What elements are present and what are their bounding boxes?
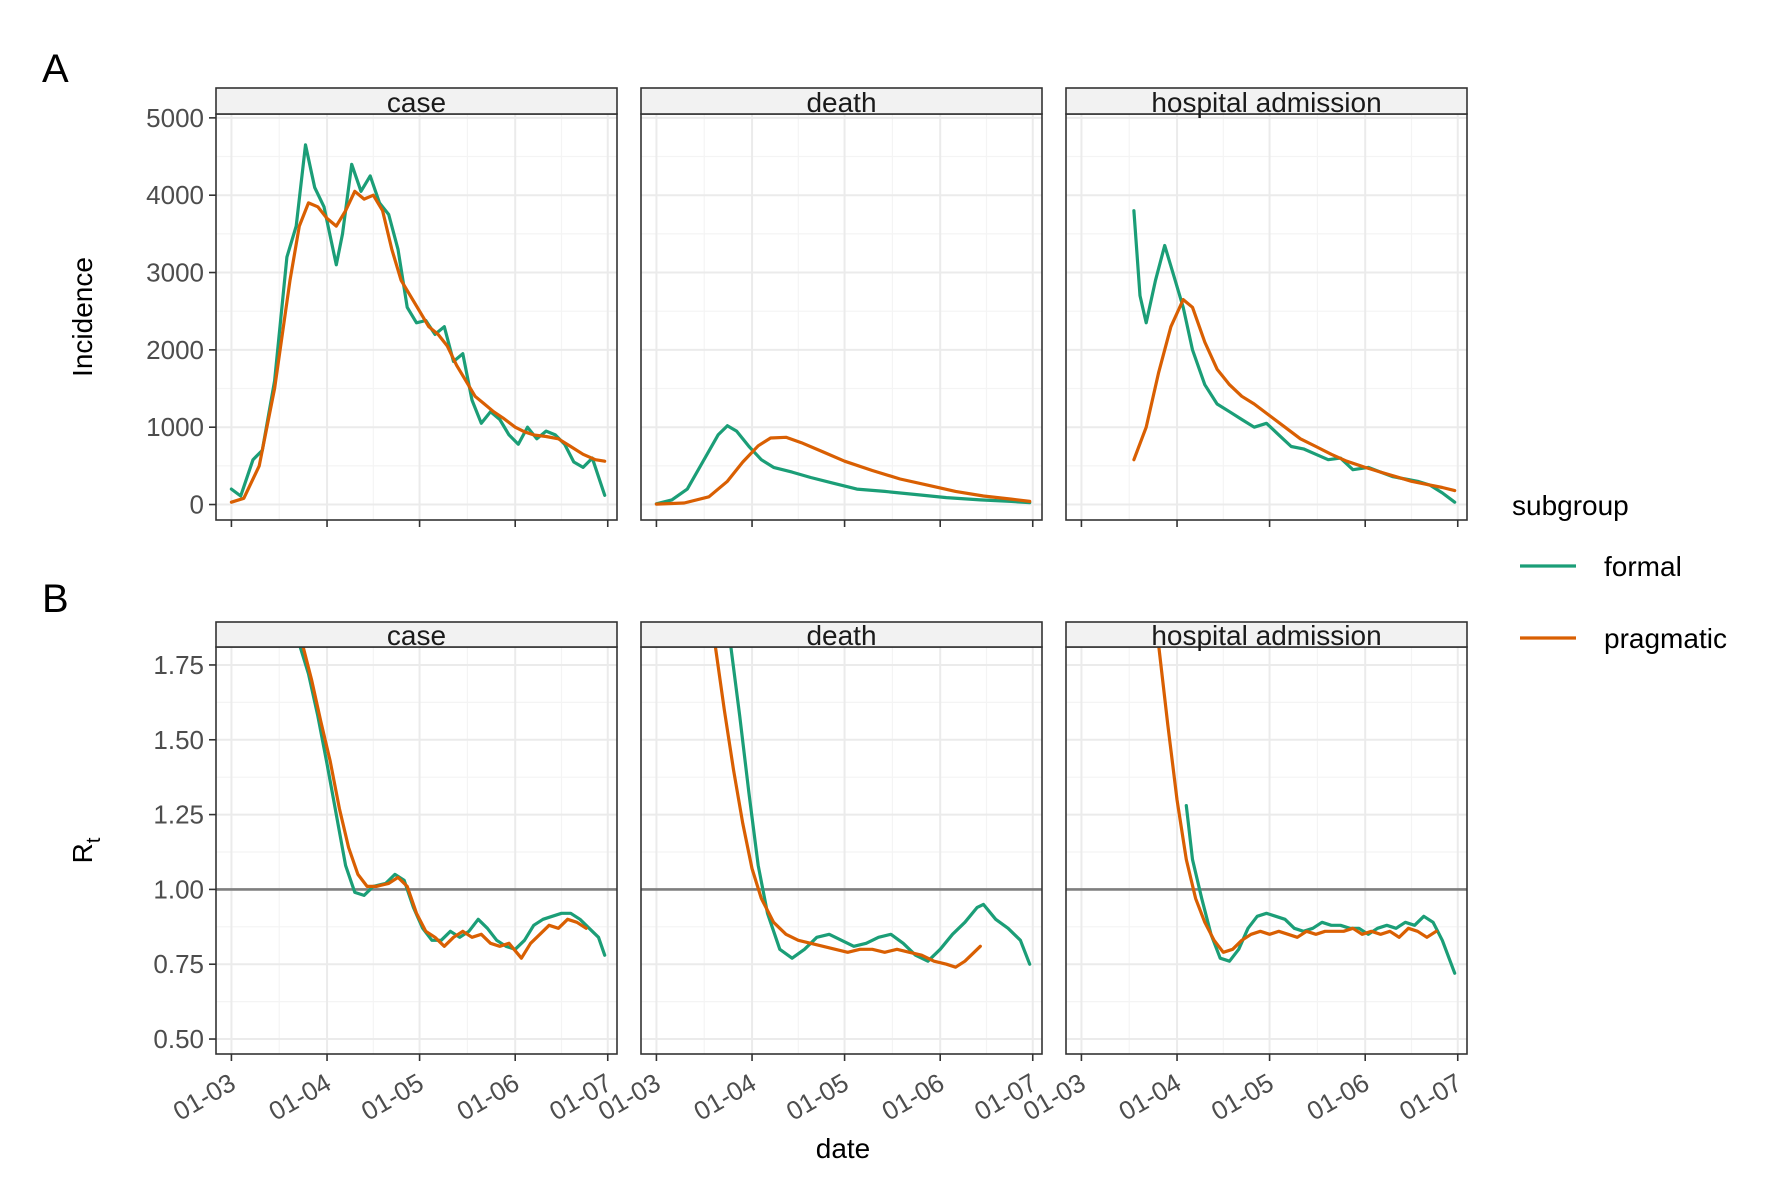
panel-a-hospital-admission-background <box>1066 114 1467 520</box>
panel-b-hospital-admission-strip <box>1065 621 1468 648</box>
panel-b-death-strip-label: death <box>806 620 876 651</box>
panel-a-case: case 0 1000 2000 3000 4000 5000 <box>146 87 618 527</box>
legend-label-formal: formal <box>1604 551 1682 582</box>
panel-b-death-x-tick-label: 01-05 <box>781 1067 854 1126</box>
panel-a-death-strip <box>640 87 1043 115</box>
row-a-y-tick-label: 0 <box>190 490 204 520</box>
panel-b-case-x-tick-label: 01-06 <box>452 1067 525 1126</box>
legend: subgroup formal pragmatic <box>1512 490 1727 654</box>
row-b-y-tick-label: 1.50 <box>153 725 204 755</box>
row-a-y-tick-label: 3000 <box>146 258 204 288</box>
panel-a-death-strip-label: death <box>806 87 876 118</box>
panel-a-hospital-admission-line-pragmatic <box>1132 298 1457 493</box>
row-b-y-tick-label: 0.50 <box>153 1024 204 1054</box>
panel-a-hospital-admission: hospital admission <box>1065 87 1468 527</box>
panel-b-death-line-formal <box>729 647 1032 966</box>
panel-b-case-x-tick-label: 01-03 <box>168 1067 241 1126</box>
panel-b-death-x-tick-label: 01-04 <box>688 1067 761 1126</box>
legend-label-pragmatic: pragmatic <box>1604 623 1727 654</box>
panel-a-hospital-admission-strip <box>1065 87 1468 115</box>
row-a-y-tick-label: 5000 <box>146 103 204 133</box>
panel-b-case-strip-label: case <box>387 620 446 651</box>
plot-area: case 0 1000 2000 3000 4000 5000 death hospital a… <box>67 87 1468 1126</box>
row-b-y-tick-label: 1.75 <box>153 650 204 680</box>
panel-b-death-background <box>641 647 1042 1054</box>
panel-tag-b: B <box>42 577 69 621</box>
y-axis-title-subscript: t <box>83 837 105 843</box>
panel-b-case-strip <box>215 621 618 648</box>
panel-a-case-strip-label: case <box>387 87 446 118</box>
panel-a-case-background <box>216 114 617 520</box>
panel-b-hospital-admission-background <box>1066 647 1467 1054</box>
row-a-y-tick-label: 4000 <box>146 180 204 210</box>
panel-b-case-x-tick-label: 01-05 <box>356 1067 429 1126</box>
panel-a-hospital-admission-strip-label: hospital admission <box>1151 87 1381 118</box>
panel-b-hospital-admission-x-tick-label: 01-07 <box>1394 1067 1467 1126</box>
panel-a-case-strip <box>215 87 618 115</box>
row-b-y-tick-label: 0.75 <box>153 949 204 979</box>
panel-b-death-strip <box>640 621 1043 648</box>
row-a-y-tick-label: 2000 <box>146 335 204 365</box>
panel-b-case-line-formal <box>298 647 607 957</box>
panel-b-hospital-admission-x-tick-label: 01-06 <box>1302 1067 1375 1126</box>
panel-b-case-background <box>216 647 617 1054</box>
panel-a-death: death <box>640 87 1043 527</box>
x-axis-title: date <box>816 1133 871 1164</box>
panel-tag-a: A <box>42 47 69 91</box>
panel-b-hospital-admission-x-tick-label: 01-04 <box>1113 1067 1186 1126</box>
panel-b-hospital-admission-strip-label: hospital admission <box>1151 620 1381 651</box>
legend-title: subgroup <box>1512 490 1629 521</box>
row-a-y-tick-label: 1000 <box>146 412 204 442</box>
panel-b-hospital-admission-line-pragmatic <box>1157 647 1438 954</box>
panel-b-hospital-admission-x-tick-label: 01-05 <box>1206 1067 1279 1126</box>
row-b-y-tick-label: 1.00 <box>153 874 204 904</box>
panel-b-hospital-admission-line-formal <box>1184 804 1457 975</box>
panel-b-death-x-tick-label: 01-06 <box>877 1067 950 1126</box>
panel-b-case-x-tick-label: 01-04 <box>263 1067 336 1126</box>
row-b-y-tick-label: 1.25 <box>153 800 204 830</box>
panel-a-death-line-pragmatic <box>654 435 1032 506</box>
row-b-y-axis-title: Rt <box>67 837 105 863</box>
panel-a-death-line-formal <box>654 424 1032 506</box>
row-a-y-axis-title: Incidence <box>67 257 98 377</box>
panel-b-death-line-pragmatic <box>713 647 982 969</box>
panel-b-case-line-pragmatic <box>301 647 588 960</box>
panel-a-case-line-pragmatic <box>229 189 607 504</box>
